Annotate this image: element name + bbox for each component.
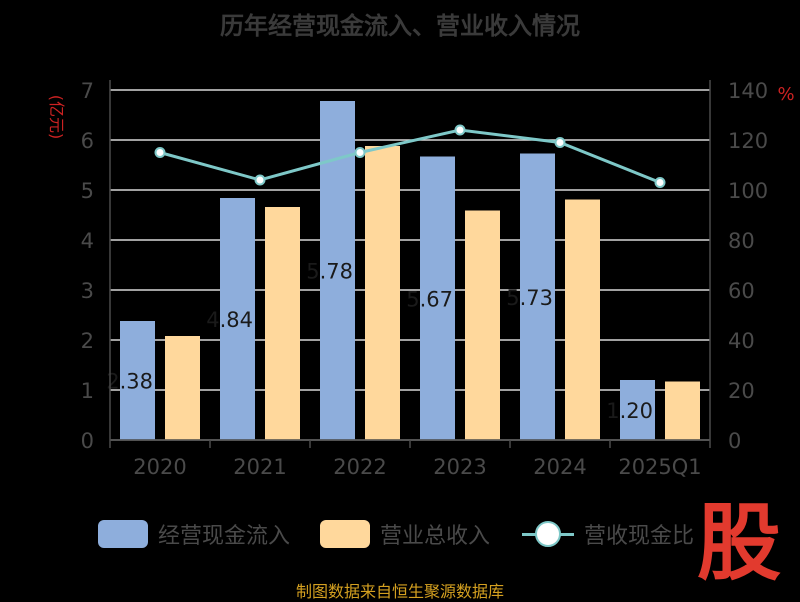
bar-revenue — [565, 199, 600, 440]
y-axis-label-right: % — [777, 84, 794, 105]
legend-label-ratio: 营收现金比 — [584, 524, 695, 549]
bar-data-label: 2.38 — [106, 370, 153, 394]
y-tick-label-right: 60 — [728, 279, 755, 303]
y-tick-label-right: 140 — [728, 79, 768, 103]
legend-item-cash-inflow[interactable]: 经营现金流入 — [98, 512, 290, 556]
y-tick-label-right: 40 — [728, 329, 755, 353]
ratio-line-path — [159, 128, 661, 184]
bar-cash-inflow — [220, 198, 255, 440]
y-tick-label-left: 4 — [81, 229, 94, 253]
y-tick-label-left: 1 — [81, 379, 94, 403]
bar-revenue — [265, 207, 300, 440]
legend-swatch-cash-inflow — [98, 520, 148, 548]
bar-revenue — [665, 381, 700, 440]
ratio-point — [454, 124, 466, 136]
y-tick-label-left: 7 — [81, 79, 94, 103]
y-tick-label-left: 2 — [81, 329, 94, 353]
y-tick-label-right: 0 — [728, 429, 741, 453]
bar-revenue — [165, 336, 200, 440]
legend-item-ratio[interactable]: 营收现金比 — [522, 512, 694, 556]
brand-logo: 股 — [696, 493, 781, 592]
ratio-point — [354, 147, 366, 158]
ratio-line — [154, 124, 666, 188]
source-note: 制图数据来自恒生聚源数据库 — [295, 582, 504, 601]
bar-data-labels: 2.38 4.84 5.78 5.67 5.73 1.20 — [106, 260, 653, 424]
legend-label-revenue: 营业总收入 — [380, 524, 491, 549]
legend: 经营现金流入 营业总收入 营收现金比 — [0, 512, 800, 556]
chart-title: 历年经营现金流入、营业收入情况 — [220, 12, 580, 40]
bar-data-label: 4.84 — [206, 308, 253, 332]
axes: 0 1 2 3 4 5 6 7 0 20 40 60 80 100 120 140 (亿元)% 2020 2021 2… — [47, 79, 795, 479]
y-tick-label-left: 5 — [81, 179, 94, 203]
bar-data-label: 5.78 — [306, 260, 353, 284]
bars — [120, 101, 700, 440]
bar-data-label: 5.73 — [506, 286, 553, 310]
y-tick-label-right: 120 — [728, 129, 768, 153]
x-tick-label: 2020 — [133, 455, 186, 479]
y-axis-label-left: (亿元) — [47, 95, 66, 140]
ratio-point — [554, 137, 566, 148]
y-tick-label-right: 20 — [728, 379, 755, 403]
y-tick-label-right: 100 — [728, 179, 768, 203]
bar-data-label: 1.20 — [606, 399, 653, 423]
x-tick-label: 2022 — [333, 455, 386, 479]
x-tick-label: 2025Q1 — [618, 455, 701, 479]
bar-revenue — [365, 146, 400, 440]
x-tick-label: 2023 — [433, 455, 486, 479]
bar-data-label: 5.67 — [406, 287, 453, 311]
bar-revenue — [465, 210, 500, 440]
bar-cash-inflow — [620, 380, 655, 440]
legend-swatch-revenue — [320, 520, 370, 548]
legend-label-cash-inflow: 经营现金流入 — [158, 524, 291, 549]
ratio-point — [654, 177, 666, 188]
y-tick-label-left: 3 — [81, 279, 94, 303]
legend-line-ratio — [522, 520, 574, 548]
bar-cash-inflow — [420, 156, 455, 440]
ratio-point — [154, 147, 166, 158]
y-tick-label-left: 6 — [81, 129, 94, 153]
y-tick-label-right: 80 — [728, 229, 755, 253]
bar-cash-inflow — [120, 321, 155, 440]
x-tick-label: 2021 — [233, 455, 286, 479]
y-tick-label-left: 0 — [81, 429, 94, 453]
ratio-point — [254, 174, 266, 186]
x-tick-label: 2024 — [533, 455, 586, 479]
bar-cash-inflow — [520, 153, 555, 440]
legend-item-revenue[interactable]: 营业总收入 — [320, 512, 490, 556]
